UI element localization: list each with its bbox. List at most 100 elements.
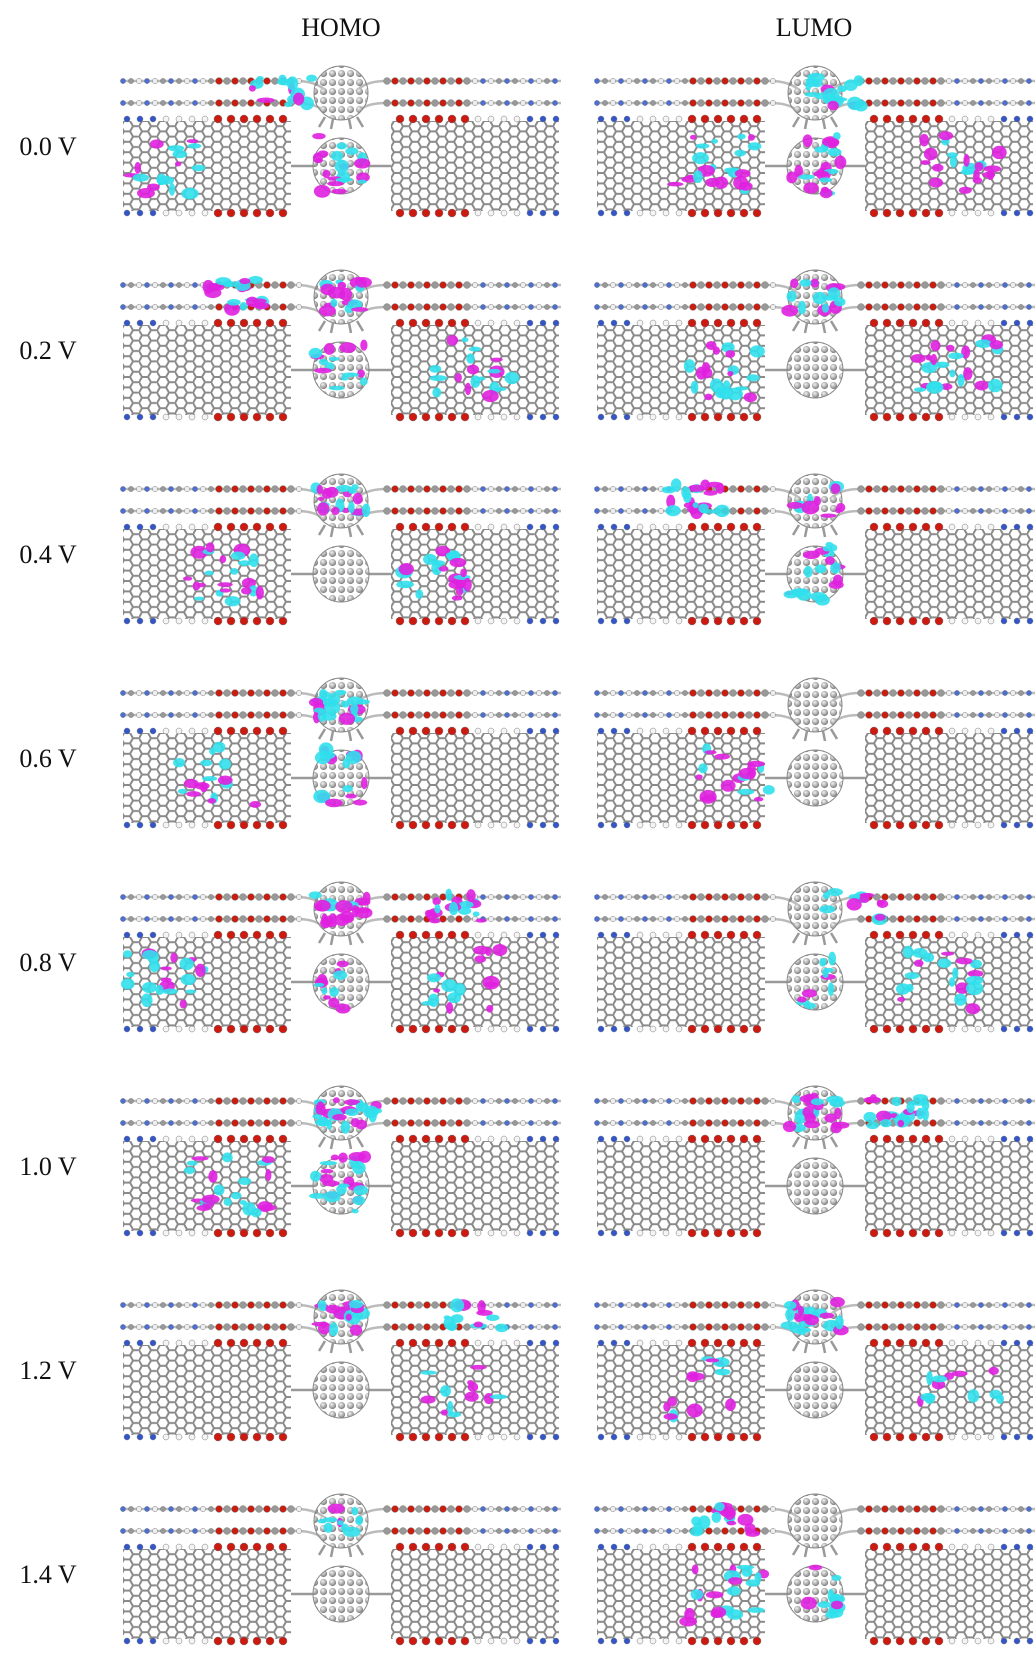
orbital-lobe (831, 1601, 843, 1610)
orbital-lobe (679, 1617, 697, 1627)
orbital-lobe (877, 900, 888, 908)
orbital-lobe (477, 1300, 485, 1314)
orbital-lobe (353, 493, 363, 505)
orbital-lobe (329, 1322, 338, 1336)
orbital-lobe (984, 165, 1002, 172)
orbital-lobe (495, 1324, 508, 1333)
orbital-lobe (194, 782, 209, 789)
orbital-lobe (724, 1506, 736, 1519)
orbital-lobe (827, 148, 841, 156)
orbital-lobe (693, 170, 703, 183)
orbital-lobe (906, 1101, 914, 1113)
orbital-lobe (475, 919, 487, 923)
orbital-lobe (829, 1099, 844, 1108)
orbital-lobe (714, 754, 730, 760)
orbital-lobe (420, 1371, 437, 1375)
orbital-lobe (668, 1397, 677, 1407)
orbital-panel (594, 270, 1035, 421)
orbital-lobe (470, 1365, 487, 1370)
orbital-lobe (358, 180, 367, 184)
orbital-lobe (184, 1167, 195, 1174)
orbital-lobe (311, 1322, 329, 1326)
orbital-lobe (240, 302, 248, 311)
orbital-lobe (693, 1522, 702, 1534)
orbital-lobe (715, 505, 730, 518)
orbital-lobe (194, 597, 204, 601)
orbital-lobe (310, 1171, 321, 1182)
orbital-lobe (804, 1003, 816, 1009)
row-label: 0.4 V (19, 540, 77, 569)
orbital-lobe (309, 698, 323, 707)
orbital-lobe (992, 146, 1007, 159)
orbital-lobe (807, 75, 815, 87)
orbital-lobe (345, 794, 357, 799)
orbital-lobe (200, 760, 212, 767)
orbital-lobe (323, 1517, 338, 1522)
orbital-lobe (830, 1297, 845, 1307)
orbital-lobe (309, 891, 322, 899)
orbital-lobe (703, 490, 717, 496)
orbital-lobe (802, 1328, 811, 1333)
orbital-lobe (737, 1514, 753, 1526)
orbital-lobe (447, 992, 461, 1003)
orbital-lobe (490, 358, 502, 362)
orbital-lobe (926, 354, 932, 360)
orbital-lobe (815, 564, 827, 573)
orbital-lobe (803, 134, 813, 147)
orbital-lobe (324, 916, 334, 926)
orbital-lobe (331, 189, 347, 194)
orbital-lobe (349, 1300, 363, 1309)
orbital-lobe (711, 1512, 721, 1523)
orbital-lobe (204, 571, 213, 576)
orbital-lobe (863, 1112, 876, 1123)
orbital-lobe (688, 1373, 705, 1381)
orbital-lobe (317, 502, 329, 515)
orbital-lobe (820, 1313, 834, 1319)
orbital-lobe (342, 785, 353, 792)
orbital-lobe (423, 554, 437, 565)
orbital-lobe (225, 596, 241, 606)
orbital-lobe (469, 347, 481, 352)
orbital-lobe (429, 918, 441, 923)
orbital-lobe (439, 566, 449, 572)
orbital-lobe (919, 134, 929, 147)
orbital-lobe (737, 789, 754, 795)
column-label: LUMO (776, 13, 853, 42)
orbital-lobe (988, 379, 1003, 392)
orbital-lobe (342, 372, 359, 377)
orbital-lobe (932, 164, 944, 172)
orbital-lobe (781, 305, 798, 317)
orbital-lobe (335, 900, 353, 913)
orbital-lobe (446, 1002, 453, 1014)
orbital-lobe (256, 586, 264, 600)
orbital-lobe (968, 1389, 980, 1403)
orbital-lobe (474, 1322, 483, 1328)
orbital-lobe (798, 1306, 804, 1316)
orbital-lobe (188, 143, 202, 148)
orbital-lobe (750, 345, 765, 357)
orbital-lobe (695, 774, 702, 779)
orbital-lobe (787, 502, 803, 509)
orbital-lobe (949, 369, 955, 377)
orbital-lobe (352, 905, 358, 918)
orbital-lobe (490, 1394, 507, 1399)
orbital-lobe (314, 185, 331, 198)
orbital-lobe (742, 1567, 753, 1577)
orbital-lobe (449, 902, 458, 915)
orbital-lobe (215, 277, 231, 285)
orbital-lobe (728, 1577, 742, 1585)
orbital-lobe (931, 354, 938, 365)
orbital-lobe (505, 372, 520, 384)
orbital-lobe (966, 1003, 981, 1014)
orbital-lobe (952, 967, 958, 979)
orbital-lobe (440, 1385, 451, 1397)
orbital-lobe (905, 972, 920, 979)
orbital-lobe (719, 387, 733, 399)
orbital-lobe (811, 1098, 824, 1105)
orbital-lobe (827, 101, 838, 111)
orbital-lobe (336, 143, 347, 150)
orbital-lobe (337, 961, 349, 968)
orbital-lobe (362, 503, 370, 517)
orbital-lobe (463, 578, 472, 592)
orbital-lobe (306, 75, 317, 82)
